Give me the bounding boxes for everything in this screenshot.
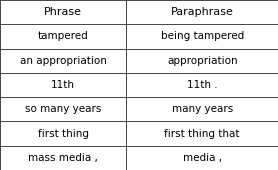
Text: first thing: first thing xyxy=(38,129,89,139)
Text: appropriation: appropriation xyxy=(167,56,238,66)
Text: 11th: 11th xyxy=(51,80,75,90)
Text: tampered: tampered xyxy=(38,31,89,41)
Text: mass media ,: mass media , xyxy=(28,153,98,163)
Text: Phrase: Phrase xyxy=(44,7,82,17)
Text: first thing that: first thing that xyxy=(165,129,240,139)
Text: so many years: so many years xyxy=(25,104,101,114)
Text: being tampered: being tampered xyxy=(161,31,244,41)
Text: an appropriation: an appropriation xyxy=(20,56,107,66)
Text: 11th .: 11th . xyxy=(187,80,218,90)
Text: Paraphrase: Paraphrase xyxy=(171,7,234,17)
Text: many years: many years xyxy=(172,104,233,114)
Text: media ,: media , xyxy=(183,153,222,163)
